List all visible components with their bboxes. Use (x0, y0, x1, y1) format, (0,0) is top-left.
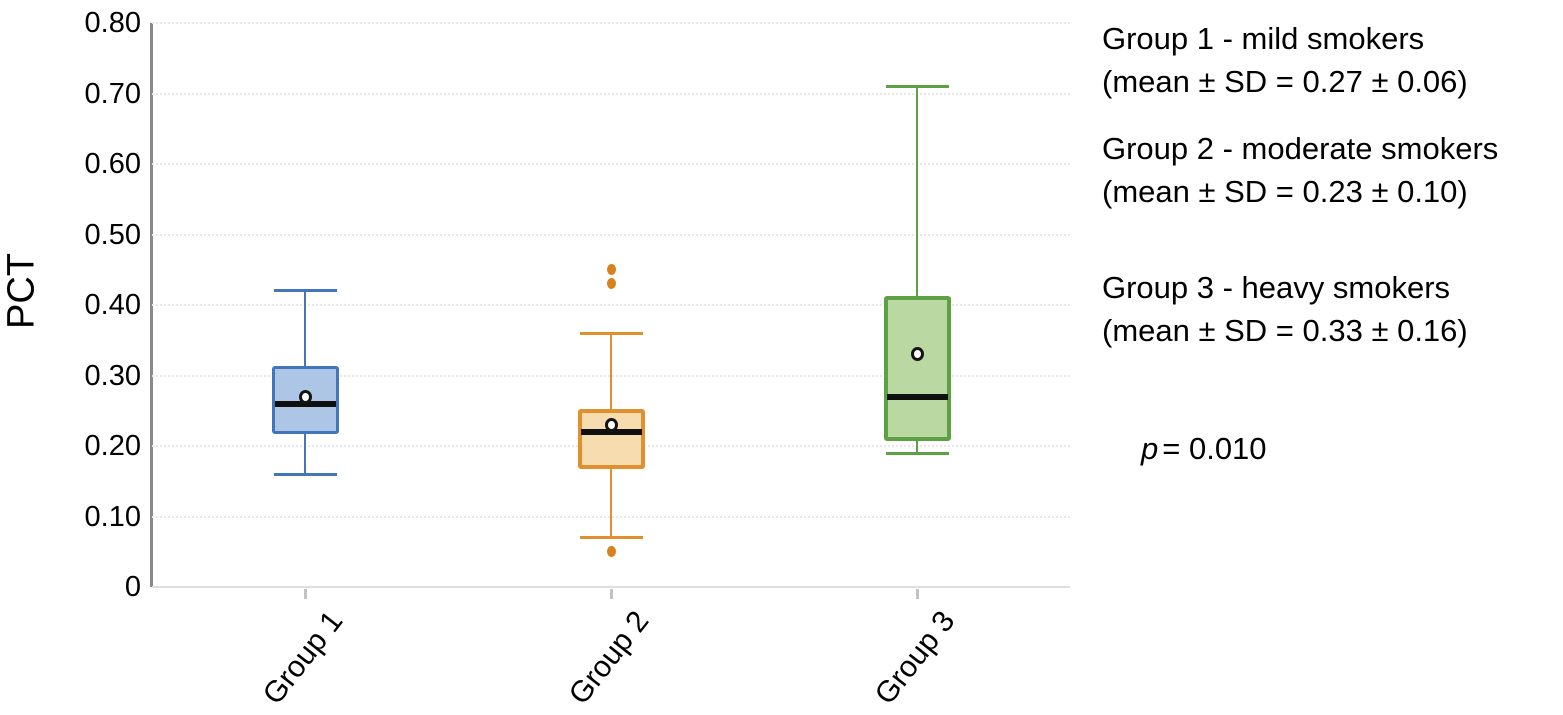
whisker-cap-top (885, 84, 949, 88)
y-tick-label: 0.20 (84, 430, 141, 462)
y-tick-label: 0.10 (84, 500, 141, 533)
legend-entry: Group 2 - moderate smokers (mean ± SD = 0… (1102, 127, 1498, 213)
p-label: p (1141, 431, 1159, 466)
x-tick (609, 589, 613, 599)
legend-stats: (mean ± SD = 0.33 ± 0.16) (1102, 313, 1468, 348)
p-value-annotation: p = 0.010 (1141, 431, 1267, 467)
y-tick-label: 0.30 (84, 359, 141, 392)
whisker-cap-bottom (885, 451, 949, 455)
whisker-cap-top (579, 331, 643, 335)
gridline (152, 233, 1070, 236)
whisker-cap-top (273, 289, 337, 293)
gridline (152, 92, 1070, 95)
y-tick-label: 0 (124, 571, 141, 603)
box-body (271, 366, 339, 434)
whisker-lower (304, 431, 306, 475)
y-tick-label: 0.70 (84, 77, 141, 110)
outlier-point (606, 546, 616, 558)
legend-stats: (mean ± SD = 0.27 ± 0.06) (1102, 64, 1468, 99)
whisker-cap-bottom (579, 536, 643, 540)
legend-entry: Group 1 - mild smokers (mean ± SD = 0.27 … (1102, 17, 1468, 103)
whisker-upper (916, 86, 918, 298)
legend-stats: (mean ± SD = 0.23 ± 0.10) (1102, 174, 1468, 209)
x-axis-label: Group 2 (562, 605, 656, 711)
gridline (152, 304, 1070, 306)
y-tick-label: 0.80 (84, 7, 141, 39)
x-axis-label: Group 1 (256, 605, 350, 711)
box-body (883, 295, 951, 441)
median-line (580, 428, 642, 435)
whisker-upper (610, 333, 612, 411)
legend-title: Group 2 - moderate smokers (1102, 131, 1499, 166)
gridline (152, 163, 1070, 165)
mean-marker (604, 417, 618, 432)
y-tick-label: 0.60 (84, 148, 141, 180)
y-axis-line (150, 23, 153, 587)
y-tick-label: 0.50 (84, 218, 141, 251)
gridline (152, 22, 1070, 24)
x-tick (915, 589, 919, 599)
legend-title: Group 1 - mild smokers (1102, 21, 1425, 56)
median-line (886, 393, 948, 400)
outlier-point (606, 278, 616, 290)
legend-entry: Group 3 - heavy smokers (mean ± SD = 0.33… (1102, 266, 1468, 352)
outlier-point (606, 264, 616, 276)
y-tick-label: 0.40 (84, 289, 141, 321)
p-value-text: = 0.010 (1162, 431, 1267, 466)
gridline (152, 586, 1070, 588)
legend-title: Group 3 - heavy smokers (1102, 270, 1451, 305)
mean-marker (298, 389, 312, 404)
median-line (274, 400, 336, 407)
whisker-cap-bottom (273, 472, 337, 476)
whisker-lower (610, 467, 612, 538)
whisker-upper (304, 290, 306, 369)
whisker-lower (916, 438, 918, 454)
x-tick (303, 589, 307, 599)
mean-marker (910, 347, 924, 362)
x-axis-label: Group 3 (868, 605, 962, 711)
